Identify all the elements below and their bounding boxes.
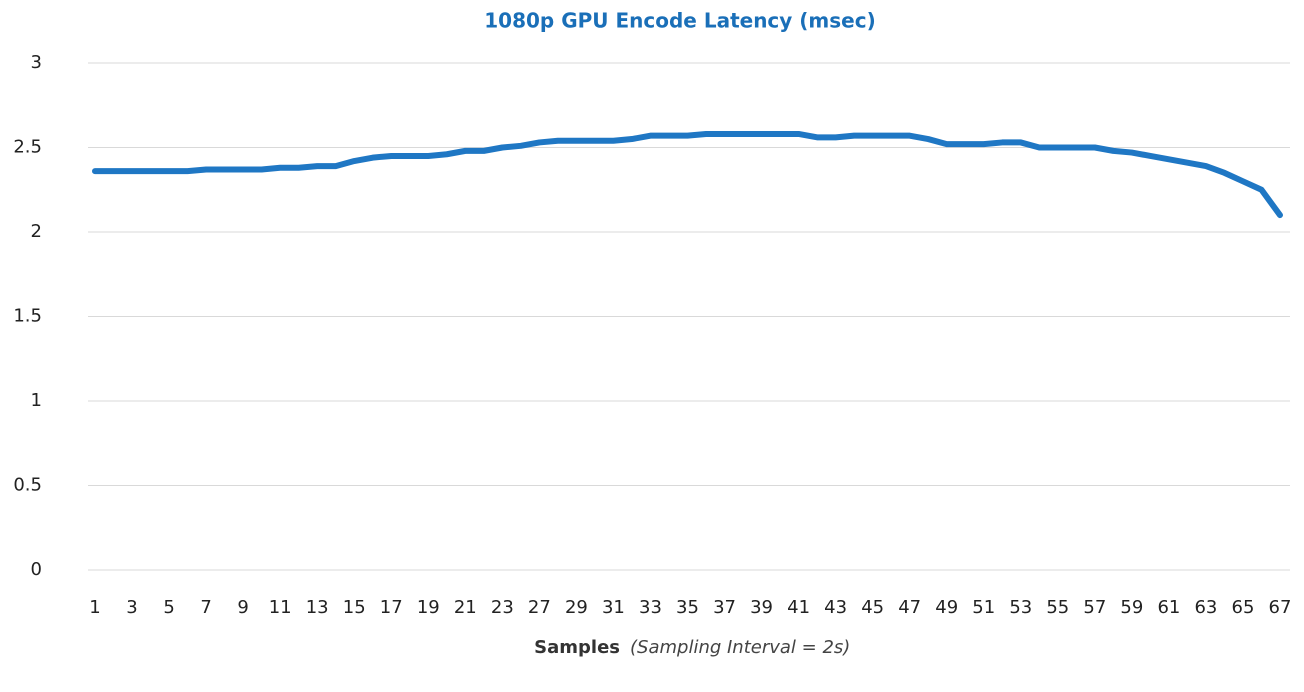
x-axis-note: (Sampling Interval = 2s)	[630, 637, 850, 658]
y-tick-label: 3	[31, 52, 42, 73]
y-tick-label: 1	[31, 390, 42, 411]
x-tick-label: 51	[972, 597, 995, 618]
x-tick-label: 53	[1009, 597, 1032, 618]
x-tick-label: 41	[787, 597, 810, 618]
x-tick-label: 43	[824, 597, 847, 618]
x-tick-label: 19	[417, 597, 440, 618]
x-tick-label: 59	[1120, 597, 1143, 618]
x-axis-title: Samples	[534, 637, 620, 658]
x-tick-label: 55	[1046, 597, 1069, 618]
x-tick-label: 37	[713, 597, 736, 618]
x-tick-label: 49	[935, 597, 958, 618]
x-tick-label: 21	[454, 597, 477, 618]
y-tick-label: 2	[31, 221, 42, 242]
x-tick-label: 11	[269, 597, 292, 618]
x-tick-label: 7	[200, 597, 211, 618]
x-tick-label: 47	[898, 597, 921, 618]
y-tick-label: 2.5	[13, 137, 42, 158]
x-tick-label: 65	[1232, 597, 1255, 618]
chart-title: 1080p GPU Encode Latency (msec)	[484, 9, 875, 33]
x-tick-label: 27	[528, 597, 551, 618]
x-tick-label: 9	[237, 597, 248, 618]
x-tick-label: 13	[306, 597, 329, 618]
x-tick-label: 63	[1194, 597, 1217, 618]
y-tick-label: 0	[31, 559, 42, 580]
x-tick-label: 23	[491, 597, 514, 618]
x-tick-label: 5	[163, 597, 174, 618]
x-tick-label: 33	[639, 597, 662, 618]
x-tick-label: 61	[1157, 597, 1180, 618]
y-tick-label: 0.5	[13, 475, 42, 496]
x-tick-label: 57	[1083, 597, 1106, 618]
x-tick-label: 29	[565, 597, 588, 618]
x-tick-label: 45	[861, 597, 884, 618]
x-tick-label: 67	[1269, 597, 1292, 618]
x-tick-label: 17	[380, 597, 403, 618]
x-tick-label: 15	[343, 597, 366, 618]
x-tick-label: 31	[602, 597, 625, 618]
data-line	[92, 130, 1283, 219]
x-tick-label: 3	[126, 597, 137, 618]
x-tick-label: 35	[676, 597, 699, 618]
x-tick-label: 1	[89, 597, 100, 618]
x-tick-label: 39	[750, 597, 773, 618]
y-tick-label: 1.5	[13, 306, 42, 327]
